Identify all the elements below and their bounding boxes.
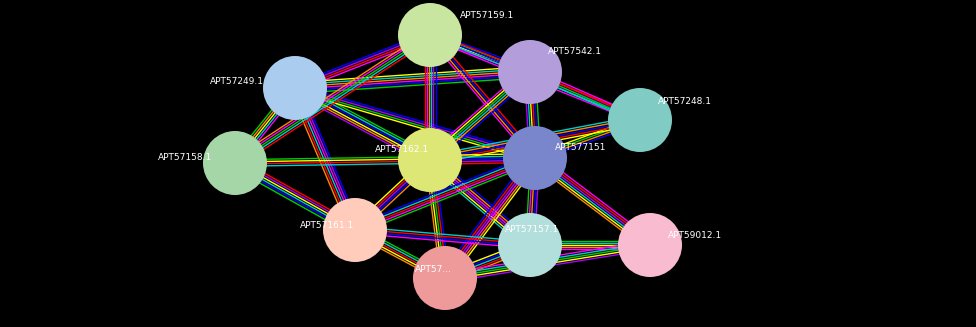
- Text: APT57157.1: APT57157.1: [505, 226, 559, 234]
- Text: APT57162.1: APT57162.1: [375, 146, 429, 154]
- Circle shape: [203, 131, 267, 195]
- Circle shape: [398, 128, 462, 192]
- Text: APT59012.1: APT59012.1: [668, 231, 722, 239]
- Text: APT57248.1: APT57248.1: [658, 97, 712, 107]
- Circle shape: [608, 88, 672, 152]
- Text: APT57...: APT57...: [415, 266, 452, 274]
- Text: APT57159.1: APT57159.1: [460, 10, 514, 20]
- Circle shape: [618, 213, 682, 277]
- Circle shape: [498, 213, 562, 277]
- Text: APT57542.1: APT57542.1: [548, 47, 602, 57]
- Text: APT577151: APT577151: [555, 144, 606, 152]
- Circle shape: [498, 40, 562, 104]
- Circle shape: [503, 126, 567, 190]
- Text: APT57158.1: APT57158.1: [158, 152, 212, 162]
- Circle shape: [323, 198, 387, 262]
- Circle shape: [263, 56, 327, 120]
- Circle shape: [398, 3, 462, 67]
- Text: APT57249.1: APT57249.1: [210, 77, 264, 87]
- Text: APT57161.1: APT57161.1: [300, 220, 354, 230]
- Circle shape: [413, 246, 477, 310]
